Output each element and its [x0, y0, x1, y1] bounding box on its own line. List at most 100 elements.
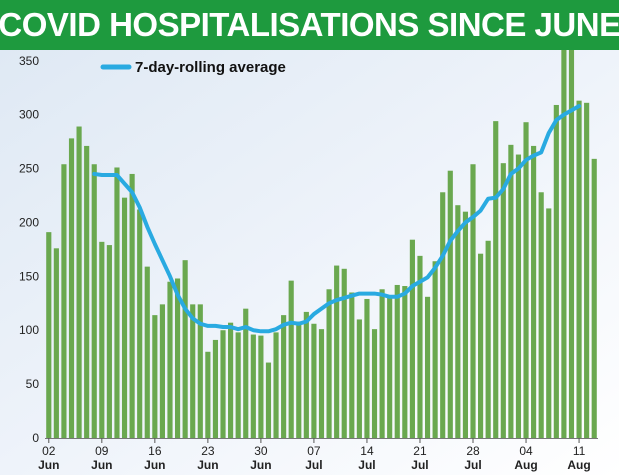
bar	[167, 281, 173, 438]
bar	[440, 192, 446, 438]
rolling-average-line	[92, 104, 582, 334]
x-tick-label-month: Jul	[358, 458, 375, 472]
bar	[235, 332, 241, 438]
bar	[197, 304, 203, 438]
bar	[470, 164, 476, 438]
bar	[91, 164, 97, 438]
bar	[334, 265, 340, 438]
bar	[417, 255, 423, 438]
bar	[478, 253, 484, 438]
x-tick-label-day: 07	[307, 444, 321, 458]
x-tick-label-day: 23	[201, 444, 215, 458]
bar	[114, 167, 120, 438]
bar	[68, 138, 75, 438]
bar	[515, 154, 522, 438]
bar	[258, 335, 264, 438]
bar	[394, 284, 400, 438]
bar	[409, 239, 415, 438]
y-tick-label: 0	[32, 431, 39, 445]
bar	[174, 278, 181, 438]
bar	[341, 268, 347, 438]
bar	[379, 289, 385, 438]
bar	[273, 332, 279, 438]
x-tick-label-month: Jun	[38, 458, 59, 472]
y-axis: 0 50 100 150 200 250 300 350	[19, 54, 39, 445]
bar	[61, 164, 67, 438]
bar	[561, 50, 567, 439]
bar	[182, 260, 188, 438]
bar	[250, 334, 256, 438]
y-tick-label: 50	[26, 377, 40, 391]
bar	[137, 209, 143, 438]
bar	[531, 145, 537, 439]
bar	[46, 232, 52, 438]
bar	[371, 329, 378, 438]
legend: 7-day-rolling average	[100, 59, 286, 76]
bar	[402, 286, 408, 438]
x-tick-label-month: Aug	[514, 458, 537, 472]
bar	[205, 351, 211, 438]
bar	[485, 240, 491, 438]
bar	[76, 126, 82, 439]
x-tick-label-month: Jun	[91, 458, 112, 472]
bar	[144, 266, 150, 438]
bar	[364, 298, 370, 438]
y-tick-label: 200	[19, 215, 39, 229]
bar	[493, 121, 499, 438]
bar	[228, 322, 234, 438]
bar	[212, 339, 219, 438]
bar	[190, 304, 196, 438]
x-tick-label-day: 16	[148, 444, 162, 458]
bar	[356, 319, 362, 438]
bar	[576, 100, 582, 438]
bar	[546, 208, 552, 438]
bar	[84, 145, 90, 439]
bar	[584, 102, 590, 438]
x-tick-label-month: Jun	[197, 458, 218, 472]
bar	[424, 296, 431, 438]
bar	[326, 289, 332, 438]
x-tick-label-day: 02	[42, 444, 56, 458]
bar	[553, 104, 559, 438]
y-tick-label: 350	[19, 54, 39, 68]
bar	[462, 211, 469, 438]
bar	[318, 329, 325, 438]
bar	[500, 163, 506, 439]
bar	[288, 280, 294, 438]
chart-area: 0 50 100 150 200 250 300 350 02 Jun 09 Jun 16 Jun 23 J…	[0, 50, 619, 475]
x-tick-label-month: Jul	[305, 458, 322, 472]
bar	[53, 248, 59, 438]
bar	[265, 362, 272, 438]
bar	[303, 311, 309, 438]
x-tick-label-day: 09	[95, 444, 109, 458]
bar	[387, 295, 393, 438]
x-tick-label-day: 14	[360, 444, 374, 458]
x-tick-label-month: Aug	[567, 458, 590, 472]
bar-series	[46, 50, 597, 439]
x-axis: 02Jun09Jun16Jun23Jun30Jun07Jul14Jul21Jul…	[38, 438, 598, 472]
bar	[296, 321, 302, 438]
y-tick-label: 100	[19, 323, 39, 337]
x-tick-label-day: 28	[466, 444, 480, 458]
x-tick-label-day: 11	[573, 444, 586, 458]
bar	[349, 292, 355, 438]
bar	[538, 192, 544, 438]
x-tick-label-month: Jul	[411, 458, 428, 472]
bar	[129, 173, 135, 438]
bar	[447, 170, 453, 438]
bar	[281, 315, 287, 438]
bar	[455, 205, 461, 438]
x-tick-label-day: 21	[413, 444, 427, 458]
x-tick-label-month: Jun	[144, 458, 165, 472]
bar	[591, 158, 597, 439]
bar	[311, 323, 317, 438]
y-tick-label: 150	[19, 269, 39, 283]
bar	[220, 330, 226, 438]
chart-title: COVID HOSPITALISATIONS SINCE JUNE	[0, 6, 619, 43]
bar	[568, 50, 575, 438]
x-tick-label-month: Jun	[250, 458, 271, 472]
y-tick-label: 300	[19, 108, 39, 122]
x-tick-label-day: 30	[254, 444, 268, 458]
